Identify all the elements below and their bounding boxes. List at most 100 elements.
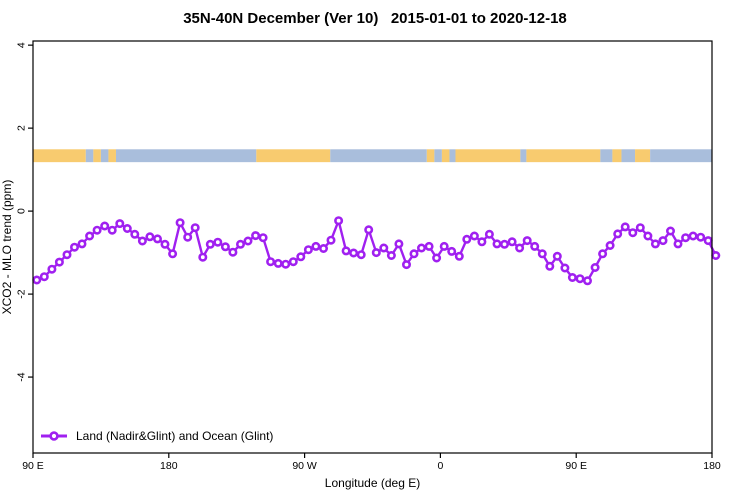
data-point — [115, 219, 125, 229]
data-point — [658, 236, 668, 246]
data-point — [432, 253, 442, 263]
x-axis-label: Longitude (deg E) — [324, 476, 421, 490]
data-point — [635, 223, 645, 233]
data-point — [39, 272, 49, 282]
data-point — [160, 239, 170, 249]
data-point — [530, 241, 540, 251]
strip-segment-land — [441, 149, 450, 163]
strip-segment-ocean — [449, 149, 456, 163]
data-point — [696, 232, 706, 242]
data-point — [243, 236, 253, 246]
data-point — [92, 225, 102, 235]
data-point — [220, 242, 230, 252]
data-point — [153, 234, 163, 244]
data-point — [137, 236, 147, 246]
data-point — [401, 260, 411, 270]
data-series — [32, 216, 721, 286]
strip-segment-land — [455, 149, 521, 163]
data-point — [522, 236, 532, 246]
data-point — [303, 245, 313, 255]
data-point — [364, 225, 374, 235]
data-point — [70, 242, 80, 252]
data-point — [688, 231, 698, 241]
data-point — [575, 274, 585, 284]
strip-segment-ocean — [520, 149, 527, 163]
data-point — [681, 233, 691, 243]
data-point — [598, 249, 608, 259]
data-point — [77, 239, 87, 249]
strip-segment-land — [612, 149, 622, 163]
data-point — [258, 233, 268, 243]
legend: Land (Nadir&Glint) and Ocean (Glint) — [40, 429, 273, 443]
data-point — [454, 251, 464, 261]
data-point — [492, 239, 502, 249]
data-point — [552, 251, 562, 261]
data-point — [32, 275, 42, 285]
data-point — [620, 222, 630, 232]
data-point — [424, 241, 434, 251]
data-point — [545, 261, 555, 271]
chart-title: 35N-40N December (Ver 10) 2015-01-01 to … — [183, 10, 567, 27]
data-point — [168, 249, 178, 259]
y-tick-label: 4 — [16, 42, 28, 48]
data-point — [318, 244, 328, 254]
data-point — [205, 239, 215, 249]
data-point — [379, 243, 389, 253]
plot-border — [32, 40, 713, 454]
data-point — [560, 263, 570, 273]
data-point — [515, 243, 525, 253]
data-point — [190, 223, 200, 233]
data-point — [213, 237, 223, 247]
x-tick-label: 180 — [160, 460, 178, 472]
data-point — [477, 237, 487, 247]
legend-marker-icon — [41, 431, 67, 441]
data-point — [590, 262, 600, 272]
strip-segment-ocean — [100, 149, 109, 163]
strip-segment-ocean — [650, 149, 712, 163]
data-point — [334, 216, 344, 226]
y-tick-label: 2 — [16, 125, 28, 131]
data-point — [673, 239, 683, 249]
strip-segment-ocean — [330, 149, 427, 163]
data-point — [507, 237, 517, 247]
data-point — [643, 231, 653, 241]
strip-segment-land — [93, 149, 101, 163]
data-point — [462, 234, 472, 244]
strip-segment-ocean — [600, 149, 613, 163]
data-point — [47, 264, 57, 274]
data-point — [145, 232, 155, 242]
data-point — [326, 235, 336, 245]
data-point — [537, 249, 547, 259]
strip-segment-ocean — [85, 149, 94, 163]
data-point — [288, 257, 298, 267]
strip-segment-ocean — [434, 149, 442, 163]
data-point — [273, 258, 283, 268]
data-point — [183, 232, 193, 242]
axes: 90 E 180 90 W 0 90 E 180 -4 -2 0 2 4 — [16, 40, 721, 472]
data-point — [296, 252, 306, 262]
data-point — [650, 239, 660, 249]
x-tick-label: 180 — [703, 460, 721, 472]
data-point — [628, 228, 638, 238]
land-ocean-strip — [33, 149, 712, 163]
strip-segment-land — [256, 149, 331, 163]
data-point — [281, 259, 291, 269]
strip-segment-ocean — [115, 149, 257, 163]
data-point — [484, 229, 494, 239]
data-point — [447, 246, 457, 256]
data-point — [62, 250, 72, 260]
data-point — [122, 224, 132, 234]
data-point — [100, 221, 110, 231]
data-point — [236, 239, 246, 249]
x-tick-label: 90 E — [565, 460, 587, 472]
y-tick-label: -2 — [16, 289, 28, 298]
data-point — [371, 248, 381, 258]
strip-segment-land — [426, 149, 435, 163]
data-point — [107, 225, 117, 235]
x-tick-label: 90 E — [22, 460, 44, 472]
y-axis-label: XCO2 - MLO trend (ppm) — [0, 179, 14, 315]
data-point — [416, 243, 426, 253]
data-point — [386, 251, 396, 261]
